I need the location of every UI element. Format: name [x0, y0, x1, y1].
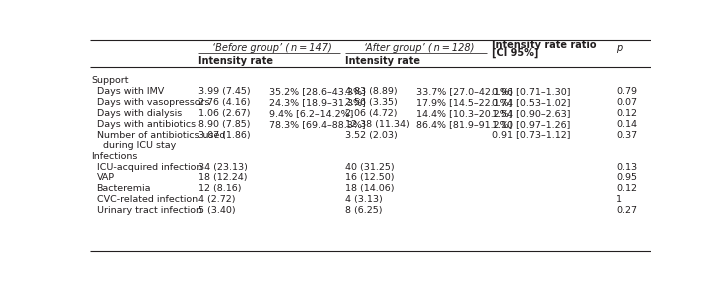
- Text: 34 (23.13): 34 (23.13): [198, 162, 248, 172]
- Text: Support: Support: [91, 76, 129, 85]
- Text: 3.99 (7.45): 3.99 (7.45): [198, 87, 251, 96]
- Text: Bacteremia: Bacteremia: [97, 184, 151, 193]
- Text: 3.52 (2.03): 3.52 (2.03): [346, 130, 398, 140]
- Text: Days with dialysis: Days with dialysis: [97, 109, 181, 118]
- Text: 16 (12.50): 16 (12.50): [346, 173, 395, 182]
- Text: Days with vasopressors: Days with vasopressors: [97, 98, 209, 107]
- Text: Intensity rate ratio: Intensity rate ratio: [492, 40, 596, 50]
- Text: during ICU stay: during ICU stay: [97, 141, 176, 150]
- Text: 4 (2.72): 4 (2.72): [198, 195, 236, 204]
- Text: 86.4% [81.9–91.2%]: 86.4% [81.9–91.2%]: [416, 120, 513, 129]
- Text: Days with antibiotics: Days with antibiotics: [97, 120, 196, 129]
- Text: ICU-acquired infection: ICU-acquired infection: [97, 162, 202, 172]
- Text: 4 (3.13): 4 (3.13): [346, 195, 383, 204]
- Text: 0.74 [0.53–1.02]: 0.74 [0.53–1.02]: [492, 98, 570, 107]
- Text: Intensity rate: Intensity rate: [346, 56, 420, 66]
- Text: 18 (12.24): 18 (12.24): [198, 173, 247, 182]
- Text: Infections: Infections: [91, 152, 137, 161]
- Text: 4.83 (8.89): 4.83 (8.89): [346, 87, 398, 96]
- Text: 0.79: 0.79: [616, 87, 637, 96]
- Text: 18 (14.06): 18 (14.06): [346, 184, 395, 193]
- Text: 35.2% [28.6–43.3%]: 35.2% [28.6–43.3%]: [268, 87, 365, 96]
- Text: Urinary tract infection: Urinary tract infection: [97, 206, 202, 215]
- Text: 1: 1: [616, 195, 622, 204]
- Text: 0.12: 0.12: [616, 184, 637, 193]
- Text: 78.3% [69.4–88.3%]: 78.3% [69.4–88.3%]: [268, 120, 365, 129]
- Text: 0.37: 0.37: [616, 130, 637, 140]
- Text: 1.54 [0.90–2.63]: 1.54 [0.90–2.63]: [492, 109, 570, 118]
- Text: 0.91 [0.73–1.12]: 0.91 [0.73–1.12]: [492, 130, 570, 140]
- Text: 17.9% [14.5–22.1%]: 17.9% [14.5–22.1%]: [416, 98, 513, 107]
- Text: 0.07: 0.07: [616, 98, 637, 107]
- Text: 5 (3.40): 5 (3.40): [198, 206, 236, 215]
- Text: 8 (6.25): 8 (6.25): [346, 206, 382, 215]
- Text: VAP: VAP: [97, 173, 115, 182]
- Text: 12 (8.16): 12 (8.16): [198, 184, 241, 193]
- Text: 1.06 (2.67): 1.06 (2.67): [198, 109, 250, 118]
- Text: 2.06 (4.72): 2.06 (4.72): [346, 109, 398, 118]
- Text: Intensity rate: Intensity rate: [198, 56, 273, 66]
- Text: ‘Before group’ ( n = 147): ‘Before group’ ( n = 147): [212, 43, 332, 53]
- Text: 12.38 (11.34): 12.38 (11.34): [346, 120, 410, 129]
- Text: 40 (31.25): 40 (31.25): [346, 162, 395, 172]
- Text: p: p: [616, 43, 623, 53]
- Text: 0.95: 0.95: [616, 173, 637, 182]
- Text: 1.10 [0.97–1.26]: 1.10 [0.97–1.26]: [492, 120, 570, 129]
- Text: 2.56 (3.35): 2.56 (3.35): [346, 98, 398, 107]
- Text: 8.90 (7.85): 8.90 (7.85): [198, 120, 250, 129]
- Text: 2.76 (4.16): 2.76 (4.16): [198, 98, 250, 107]
- Text: CVC-related infection: CVC-related infection: [97, 195, 197, 204]
- Text: ‘After group’ ( n = 128): ‘After group’ ( n = 128): [364, 43, 474, 53]
- Text: 0.96 [0.71–1.30]: 0.96 [0.71–1.30]: [492, 87, 570, 96]
- Text: 9.4% [6.2–14.2%]: 9.4% [6.2–14.2%]: [268, 109, 353, 118]
- Text: 0.12: 0.12: [616, 109, 637, 118]
- Text: 3.07 (1.86): 3.07 (1.86): [198, 130, 251, 140]
- Text: Days with IMV: Days with IMV: [97, 87, 164, 96]
- Text: 0.13: 0.13: [616, 162, 637, 172]
- Text: [CI 95%]: [CI 95%]: [492, 48, 539, 58]
- Text: 0.14: 0.14: [616, 120, 637, 129]
- Text: 0.27: 0.27: [616, 206, 637, 215]
- Text: 14.4% [10.3–20.2%]: 14.4% [10.3–20.2%]: [416, 109, 513, 118]
- Text: Number of antibiotics used: Number of antibiotics used: [97, 130, 225, 140]
- Text: 24.3% [18.9–31.3%]: 24.3% [18.9–31.3%]: [268, 98, 365, 107]
- Text: 33.7% [27.0–42.1%]: 33.7% [27.0–42.1%]: [416, 87, 513, 96]
